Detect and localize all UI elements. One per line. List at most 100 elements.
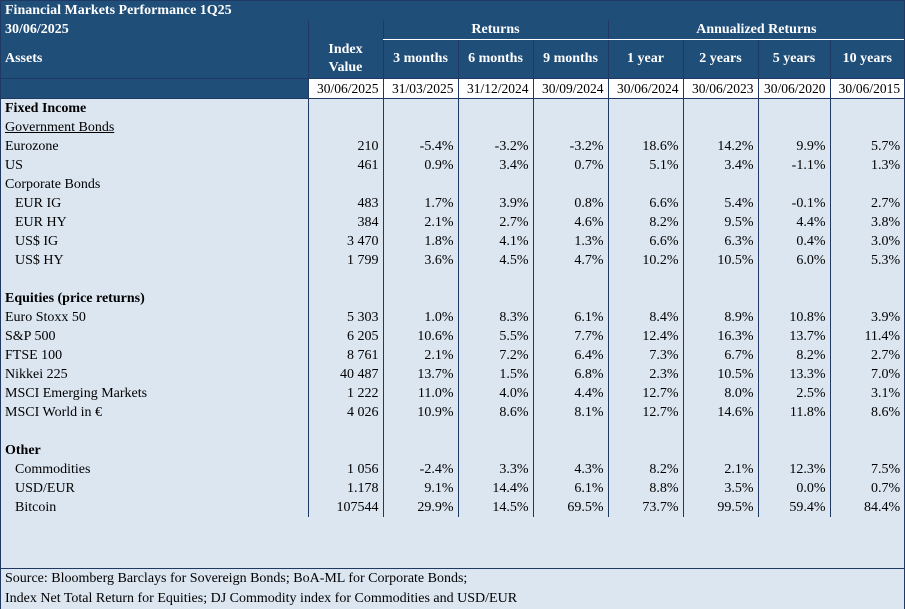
return-cell: 6.8% xyxy=(532,364,608,384)
return-cell: 5.5% xyxy=(457,326,533,346)
index-value-cell: 1 799 xyxy=(307,250,383,270)
empty-cell xyxy=(307,421,383,441)
return-cell: 7.7% xyxy=(532,326,608,346)
section-label: Equities (price returns) xyxy=(5,290,145,306)
empty-cell xyxy=(532,174,608,194)
return-cell: 0.9% xyxy=(382,155,458,175)
section-row xyxy=(1,421,905,441)
index-value-cell: 1 222 xyxy=(307,383,383,403)
empty-cell xyxy=(682,269,758,289)
return-cell: -3.2% xyxy=(532,136,608,156)
empty-cell xyxy=(532,98,608,118)
asset-label: USD/EUR xyxy=(15,480,75,496)
return-cell: 1.5% xyxy=(457,364,533,384)
return-cell: 3.9% xyxy=(829,307,905,327)
empty-cell xyxy=(829,421,905,441)
return-cell: 10.2% xyxy=(607,250,683,270)
period-header: 9 months xyxy=(532,39,608,78)
return-cell: 10.5% xyxy=(682,364,758,384)
index-value-header: Index Value xyxy=(307,39,383,78)
footnote: Source: Bloomberg Barclays for Sovereign… xyxy=(1,568,904,609)
asset-label: EUR HY xyxy=(15,214,67,230)
return-cell: 69.5% xyxy=(532,497,608,517)
return-cell: 12.3% xyxy=(757,459,830,479)
date-header: 31/12/2024 xyxy=(457,77,533,99)
empty-cell xyxy=(829,174,905,194)
empty-cell xyxy=(682,421,758,441)
return-cell: 0.4% xyxy=(757,231,830,251)
return-cell: 5.7% xyxy=(829,136,905,156)
index-value-cell: 1 056 xyxy=(307,459,383,479)
return-cell: 7.3% xyxy=(607,345,683,365)
period-header: 1 year xyxy=(607,39,683,78)
date-header: 30/06/2024 xyxy=(607,77,683,99)
empty-cell xyxy=(682,288,758,308)
date-header: 30/09/2024 xyxy=(532,77,608,99)
table-row: MSCI World in €4 026 10.9% 8.6% 8.1% 12.7% 14… xyxy=(1,402,905,422)
asset-label: US xyxy=(5,157,23,173)
return-cell: 0.0% xyxy=(757,478,830,498)
date-header: 30/06/2020 xyxy=(757,77,830,99)
asset-label: S&P 500 xyxy=(5,328,56,344)
return-cell: 2.7% xyxy=(457,212,533,232)
empty-cell xyxy=(457,174,533,194)
return-cell: 3.8% xyxy=(829,212,905,232)
return-cell: 84.4% xyxy=(829,497,905,517)
section-row: Government Bonds xyxy=(1,117,905,137)
return-cell: 4.1% xyxy=(457,231,533,251)
index-value-cell: 5 303 xyxy=(307,307,383,327)
section-row: Other xyxy=(1,440,905,460)
section-row: Corporate Bonds xyxy=(1,174,905,194)
table-row: MSCI Emerging Markets 1 222 11.0% 4.0% 4.4% 1… xyxy=(1,383,905,403)
return-cell: 8.0% xyxy=(682,383,758,403)
empty-cell xyxy=(307,117,383,137)
index-value-cell: 461 xyxy=(307,155,383,175)
index-value-cell: 8 761 xyxy=(307,345,383,365)
return-cell: 11.0% xyxy=(382,383,458,403)
blank-cell xyxy=(1,270,308,289)
return-cell: 7.5% xyxy=(829,459,905,479)
empty-cell xyxy=(382,269,458,289)
date-header: 30/06/2025 xyxy=(307,77,383,99)
asset-label: Bitcoin xyxy=(15,499,57,515)
return-cell: 4.7% xyxy=(532,250,608,270)
empty-cell xyxy=(307,269,383,289)
return-cell: 0.7% xyxy=(532,155,608,175)
empty-cell xyxy=(457,269,533,289)
return-cell: 18.6% xyxy=(607,136,683,156)
return-cell: 11.8% xyxy=(757,402,830,422)
table-row: Bitcoin 107544 29.9% 14.5% 69.5% 73.7% 99.5% 59… xyxy=(1,497,905,517)
return-cell: 7.2% xyxy=(457,345,533,365)
empty-cell xyxy=(457,421,533,441)
empty-cell xyxy=(532,269,608,289)
empty-cell xyxy=(532,421,608,441)
return-cell: 8.3% xyxy=(457,307,533,327)
return-cell: 14.2% xyxy=(682,136,758,156)
return-cell: 14.6% xyxy=(682,402,758,422)
empty-cell xyxy=(757,98,830,118)
return-cell: 2.1% xyxy=(382,345,458,365)
return-cell: 2.1% xyxy=(382,212,458,232)
date-header: 30/06/2015 xyxy=(829,77,905,99)
empty-cell xyxy=(607,269,683,289)
return-cell: 8.2% xyxy=(607,459,683,479)
return-cell: 1.3% xyxy=(532,231,608,251)
return-cell: 5.4% xyxy=(682,193,758,213)
section-row xyxy=(1,269,905,289)
empty-cell xyxy=(829,269,905,289)
empty-cell xyxy=(682,174,758,194)
table-date: 30/06/2025 xyxy=(1,20,308,40)
return-cell: 10.8% xyxy=(757,307,830,327)
section-row: Fixed Income xyxy=(1,98,905,118)
return-cell: 10.6% xyxy=(382,326,458,346)
empty-cell xyxy=(307,440,383,460)
empty-cell xyxy=(457,288,533,308)
empty-cell xyxy=(682,117,758,137)
index-value-cell: 4 026 xyxy=(307,402,383,422)
empty-cell xyxy=(307,98,383,118)
return-cell: 14.5% xyxy=(457,497,533,517)
asset-label: Commodities xyxy=(15,461,91,477)
return-cell: 8.6% xyxy=(457,402,533,422)
empty-cell xyxy=(532,117,608,137)
